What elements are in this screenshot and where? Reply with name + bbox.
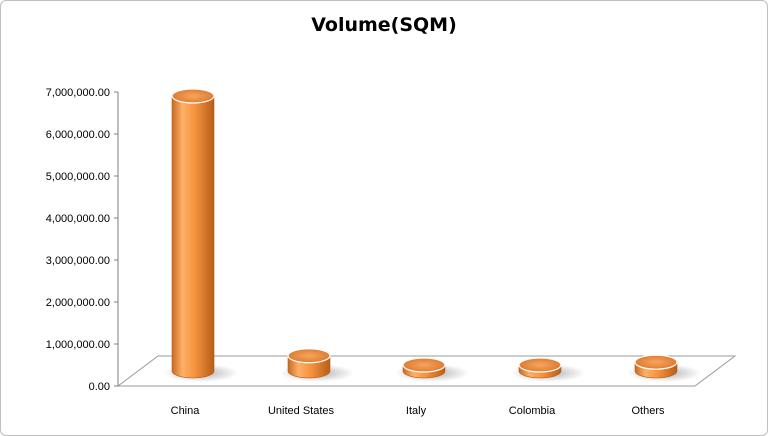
x-tick-label: Others	[631, 405, 665, 417]
y-tick-label: 7,000,000.00	[46, 87, 110, 99]
bar-china	[171, 95, 215, 379]
bar-top-cap	[518, 357, 562, 373]
x-tick-label: United States	[268, 405, 335, 417]
bar-top-cap	[634, 354, 678, 370]
y-tick-label: 5,000,000.00	[46, 171, 110, 183]
x-tick-label: Colombia	[509, 405, 556, 417]
chart-title: Volume(SQM)	[311, 14, 457, 36]
bar-top-cap	[171, 88, 215, 104]
y-tick-label: 3,000,000.00	[46, 255, 110, 267]
y-tick-label: 4,000,000.00	[46, 213, 110, 225]
bar-top-cap	[287, 348, 331, 364]
bar-top-cap	[402, 357, 446, 373]
y-tick-label: 2,000,000.00	[46, 297, 110, 309]
y-tick-label: 0.00	[89, 381, 110, 393]
y-tick-label: 6,000,000.00	[46, 129, 110, 141]
y-tick-label: 1,000,000.00	[46, 339, 110, 351]
x-tick-label: China	[171, 405, 201, 417]
x-tick-label: Italy	[406, 405, 427, 417]
